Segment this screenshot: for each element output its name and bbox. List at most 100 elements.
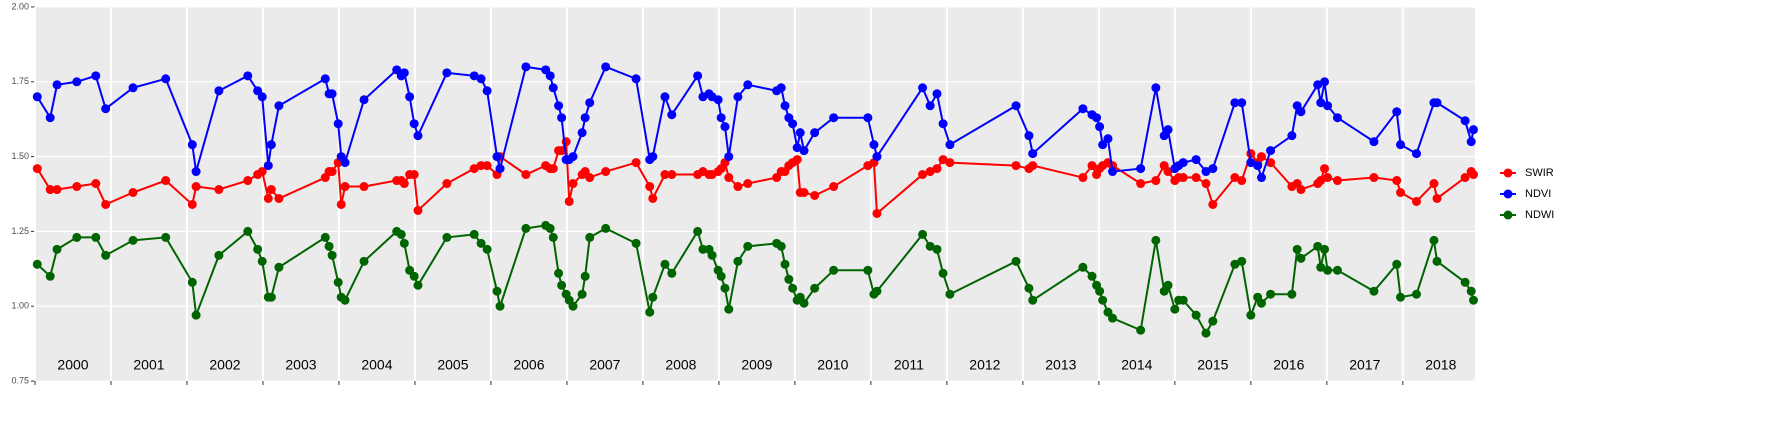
data-point xyxy=(585,173,595,183)
data-point xyxy=(320,74,330,84)
data-point xyxy=(72,232,82,242)
data-point xyxy=(713,95,723,105)
data-point xyxy=(743,80,753,90)
data-point xyxy=(521,170,531,180)
data-point xyxy=(1256,298,1266,308)
data-point xyxy=(1237,98,1247,108)
legend-marker xyxy=(1503,210,1513,220)
data-point xyxy=(1396,140,1406,150)
data-point xyxy=(645,307,655,317)
data-point xyxy=(554,268,564,278)
data-point xyxy=(557,146,567,156)
legend-label: NDVI xyxy=(1525,188,1551,200)
data-point xyxy=(1320,77,1330,87)
data-point xyxy=(1256,173,1266,183)
data-point xyxy=(263,193,273,203)
data-point xyxy=(631,238,641,248)
data-point xyxy=(1011,161,1021,171)
data-point xyxy=(243,226,253,236)
data-point xyxy=(1208,199,1218,209)
data-point xyxy=(788,283,798,293)
data-point xyxy=(788,119,798,129)
data-point xyxy=(1201,179,1211,189)
data-point xyxy=(1411,149,1421,159)
data-point xyxy=(266,185,276,195)
data-point xyxy=(1087,161,1097,171)
data-point xyxy=(52,244,62,254)
data-point xyxy=(45,185,55,195)
data-point xyxy=(1028,149,1038,159)
data-point xyxy=(274,262,284,272)
data-point xyxy=(557,113,567,123)
x-tick-label: 2016 xyxy=(1273,357,1304,373)
data-point xyxy=(776,83,786,93)
y-tick-label: 1.50 xyxy=(11,151,29,161)
x-tick-label: 2005 xyxy=(437,357,468,373)
data-point xyxy=(324,241,334,251)
data-point xyxy=(548,232,558,242)
data-point xyxy=(128,188,138,198)
data-point xyxy=(1432,193,1442,203)
data-point xyxy=(442,68,452,78)
data-point xyxy=(243,71,253,81)
data-point xyxy=(577,289,587,299)
data-point xyxy=(938,119,948,129)
data-point xyxy=(333,119,343,129)
data-point xyxy=(340,182,350,192)
data-point xyxy=(1028,161,1038,171)
legend-label: NDWI xyxy=(1525,209,1554,221)
data-point xyxy=(660,170,670,180)
data-point xyxy=(1332,176,1342,186)
data-point xyxy=(32,164,42,174)
data-point xyxy=(72,182,82,192)
data-point xyxy=(72,77,82,87)
data-point xyxy=(784,274,794,284)
data-point xyxy=(413,280,423,290)
data-point xyxy=(580,113,590,123)
data-point xyxy=(1170,304,1180,314)
data-point xyxy=(1237,256,1247,266)
data-point xyxy=(482,244,492,254)
data-point xyxy=(492,286,502,296)
x-tick-label: 2007 xyxy=(589,357,620,373)
x-tick-label: 2015 xyxy=(1197,357,1228,373)
data-point xyxy=(648,152,658,162)
y-tick-label: 1.25 xyxy=(11,226,29,236)
data-point xyxy=(52,185,62,195)
data-point xyxy=(191,310,201,320)
data-point xyxy=(274,193,284,203)
data-point xyxy=(1392,176,1402,186)
data-point xyxy=(327,89,337,99)
data-point xyxy=(733,182,743,192)
data-point xyxy=(274,101,284,111)
data-point xyxy=(1369,173,1379,183)
data-point xyxy=(799,188,809,198)
x-tick-label: 2003 xyxy=(285,357,316,373)
x-tick-label: 2009 xyxy=(741,357,772,373)
data-point xyxy=(257,256,267,266)
legend-label: SWIR xyxy=(1525,167,1554,179)
data-point xyxy=(257,92,267,102)
data-point xyxy=(1429,179,1439,189)
data-point xyxy=(1332,113,1342,123)
data-point xyxy=(333,277,343,287)
data-point xyxy=(1028,295,1038,305)
data-point xyxy=(128,235,138,245)
data-point xyxy=(724,304,734,314)
data-point xyxy=(545,223,555,233)
data-point xyxy=(554,101,564,111)
data-point xyxy=(1024,283,1034,293)
data-point xyxy=(776,241,786,251)
data-point xyxy=(1316,176,1326,186)
data-point xyxy=(872,208,882,218)
data-point xyxy=(869,140,879,150)
data-point xyxy=(660,92,670,102)
data-point xyxy=(1332,265,1342,275)
data-point xyxy=(580,271,590,281)
data-point xyxy=(359,95,369,105)
data-point xyxy=(243,176,253,186)
data-point xyxy=(161,74,171,84)
data-point xyxy=(1429,235,1439,245)
data-point xyxy=(667,110,677,120)
